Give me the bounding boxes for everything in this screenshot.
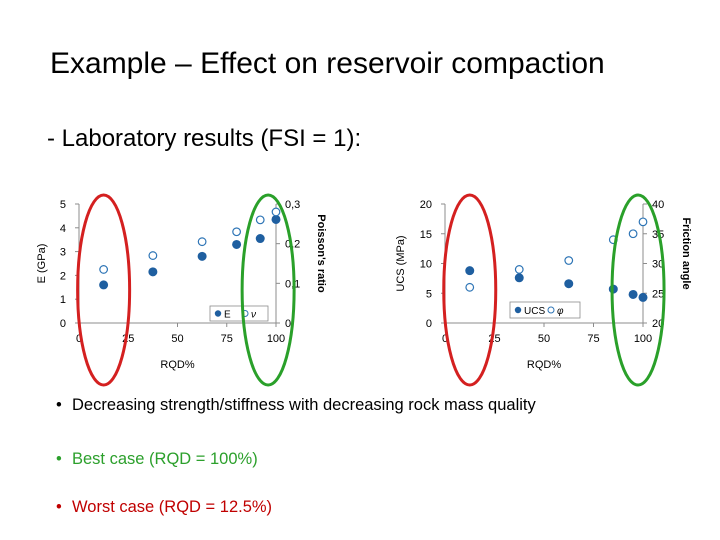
chart1-xtick-label: 75 [221, 333, 233, 345]
chart2-ytick-label: 15 [420, 229, 432, 241]
chart2-point-φ [564, 256, 574, 265]
chart2-worst-case-ring [442, 193, 498, 387]
chart2-point-UCS [514, 273, 524, 283]
chart1-x-label: RQD% [160, 359, 194, 371]
chart2-legend-label-2: φ [557, 306, 564, 317]
chart1-ytick-label: 0 [60, 318, 66, 330]
chart1-legend-marker-filled [214, 310, 222, 317]
slide-title: Example – Effect on reservoir compaction [50, 47, 605, 80]
chart1-point-ν [255, 215, 265, 225]
subtitle: - Laboratory results (FSI = 1): [47, 125, 362, 152]
chart1-y2tick-label: 0,2 [285, 239, 300, 251]
chart1-point-E [148, 267, 158, 277]
chart2-legend-marker-hollow [547, 306, 555, 314]
chart2-xtick-label: 0 [442, 333, 448, 345]
chart1-legend-label-2: ν [251, 310, 256, 321]
chart1-point-ν [148, 251, 158, 260]
chart2-x-label: RQD% [527, 359, 561, 371]
chart2-y2tick-label: 40 [652, 199, 664, 211]
chart1-y2tick-label: 0 [285, 318, 291, 330]
chart2-y2-label: Friction angle [680, 217, 692, 289]
chart2-y-label: UCS (MPa) [395, 235, 407, 291]
chart1-ytick-label: 5 [60, 199, 66, 211]
chart2-point-UCS [638, 292, 648, 302]
chart1-xtick-label: 100 [267, 333, 285, 345]
chart2-point-φ [514, 265, 524, 274]
chart1-point-ν [197, 237, 207, 247]
chart2-point-φ [628, 229, 638, 239]
chart2-xtick-label: 75 [587, 333, 599, 345]
chart1-point-E [271, 214, 281, 224]
chart2-ytick-label: 5 [426, 288, 432, 300]
bullet-item-1: • Decreasing strength/stiffness with decr… [56, 396, 536, 414]
chart1-ytick-label: 3 [60, 247, 66, 259]
chart2-legend-marker-filled [514, 306, 522, 314]
chart2-point-UCS [465, 266, 475, 276]
chart1-point-ν [271, 207, 281, 217]
chart1-y2tick-label: 0,3 [285, 199, 300, 211]
chart2-best-case-ring [610, 193, 666, 387]
chart1-point-E [232, 239, 242, 249]
chart2-point-UCS [628, 289, 638, 299]
chart1-point-E [255, 234, 265, 244]
chart1-ytick-label: 4 [60, 223, 66, 235]
chart1-legend-label-1: E [224, 310, 231, 321]
chart1-point-E [99, 280, 109, 290]
chart1-y-label: E (GPa) [36, 244, 48, 284]
chart2-ytick-label: 0 [426, 318, 432, 330]
chart1-xtick-label: 0 [76, 333, 82, 345]
bullet-item-3: • Worst case (RQD = 12.5%) [56, 498, 273, 516]
bullet-item-2: • Best case (RQD = 100%) [56, 450, 258, 468]
chart1-best-case-ring [240, 193, 296, 387]
chart1-point-ν [99, 265, 109, 274]
chart1-legend-box [209, 305, 269, 322]
chart2-y2tick-label: 30 [652, 259, 664, 271]
chart1-xtick-label: 50 [171, 333, 183, 345]
chart2-xtick-label: 100 [634, 333, 652, 345]
chart1-ytick-label: 1 [60, 294, 66, 306]
chart1-worst-case-ring [76, 193, 132, 387]
bullet-text-2: Best case (RQD = 100%) [72, 450, 258, 468]
bullet-text-1: Decreasing strength/stiffness with decre… [72, 396, 536, 414]
chart1-point-ν [232, 227, 242, 237]
chart2-y2tick-label: 25 [652, 288, 664, 300]
chart2-point-UCS [564, 279, 574, 289]
chart1-point-E [197, 251, 207, 261]
chart2-ytick-label: 10 [420, 259, 432, 271]
chart1-ytick-label: 2 [60, 270, 66, 282]
chart2-ytick-label: 20 [420, 199, 432, 211]
chart1-y2-label: Poisson's ratio [315, 214, 327, 293]
chart2-legend-box [509, 301, 581, 319]
chart2-legend-label-1: UCS [524, 306, 545, 317]
chart2-xtick-label: 50 [538, 333, 550, 345]
chart2-point-φ [465, 282, 475, 292]
bullet-text-3: Worst case (RQD = 12.5%) [72, 498, 273, 516]
chart2-point-φ [638, 217, 648, 227]
